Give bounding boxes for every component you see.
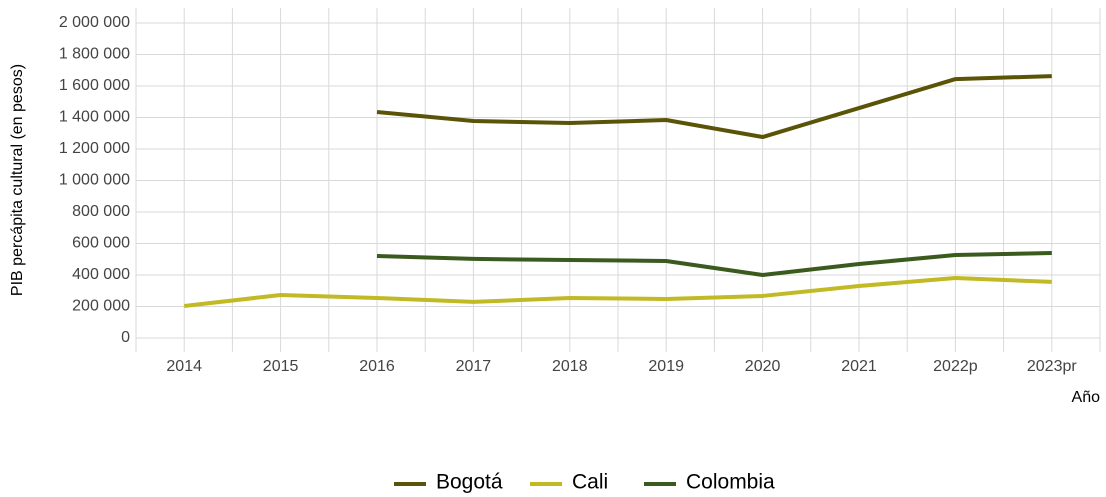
x-axis-label: Año — [1072, 389, 1101, 406]
x-tick-label: 2017 — [456, 358, 492, 375]
y-tick-label: 1 600 000 — [59, 77, 130, 94]
y-tick-label: 1 000 000 — [59, 172, 130, 189]
y-axis-label: PIB percápita cultural (en pesos) — [9, 64, 26, 296]
y-tick-label: 200 000 — [72, 298, 130, 315]
series-line — [376, 74, 1052, 140]
y-tick-label: 600 000 — [72, 235, 130, 252]
x-tick-label: 2018 — [552, 358, 588, 375]
x-tick-label: 2021 — [841, 358, 877, 375]
x-tick-label: 2015 — [263, 358, 299, 375]
y-tick-label: 2 000 000 — [59, 14, 130, 31]
x-tick-label: 2022p — [933, 358, 978, 375]
y-tick-label: 400 000 — [72, 266, 130, 283]
x-tick-label: 2020 — [745, 358, 781, 375]
x-tick-label: 2016 — [359, 358, 395, 375]
y-tick-label: 0 — [121, 329, 130, 346]
legend-label: Bogotá — [436, 471, 503, 494]
x-tick-label: 2023pr — [1027, 358, 1077, 375]
series-line — [376, 250, 1052, 277]
legend-label: Colombia — [686, 471, 775, 494]
y-tick-label: 1 800 000 — [59, 46, 130, 63]
x-tick-label: 2019 — [648, 358, 684, 375]
series-line — [183, 275, 1052, 309]
y-tick-label: 1 400 000 — [59, 109, 130, 126]
x-tick-label: 2014 — [166, 358, 202, 375]
y-tick-label: 800 000 — [72, 203, 130, 220]
y-tick-label: 1 200 000 — [59, 140, 130, 157]
legend-label: Cali — [572, 471, 608, 494]
